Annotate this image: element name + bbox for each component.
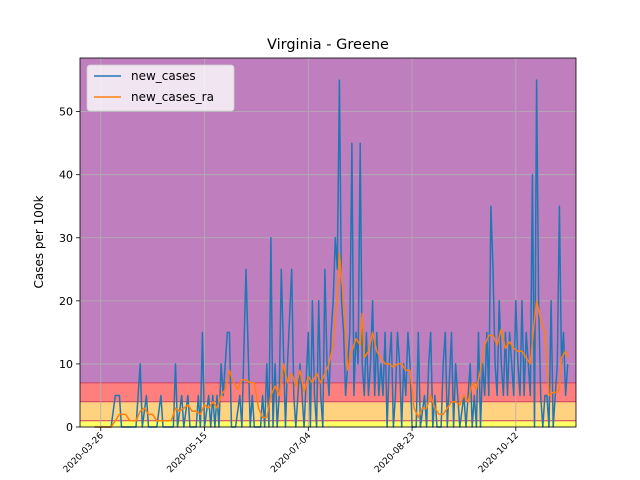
legend: new_cases new_cases_ra (86, 64, 235, 112)
series-line-new_cases (94, 79, 569, 428)
legend-label-new_cases: new_cases (131, 69, 196, 83)
chart-title: Virginia - Greene (267, 37, 389, 53)
x-tick-label: 2020-03-26 (62, 431, 106, 475)
risk-band-0 (80, 420, 576, 427)
y-tick-label: 20 (59, 295, 73, 308)
y-tick-label: 50 (59, 106, 73, 119)
y-axis: 0 10 20 30 40 50 (59, 106, 80, 434)
legend-label-new_cases_ra: new_cases_ra (131, 90, 214, 104)
y-tick-label: 10 (59, 358, 73, 371)
y-tick-label: 40 (59, 169, 73, 182)
x-tick-label: 2020-05-15 (166, 431, 210, 475)
y-tick-label: 30 (59, 232, 73, 245)
risk-band-3 (80, 58, 576, 383)
x-tick-label: 2020-08-23 (373, 431, 417, 475)
series-lines (94, 79, 569, 428)
risk-bands (80, 58, 576, 427)
y-tick-label: 0 (66, 421, 73, 434)
plot-frame (79, 57, 577, 428)
x-axis: 2020-03-26 2020-05-15 2020-07-04 2020-08-23… (62, 427, 521, 475)
y-axis-label: Cases per 100k (32, 195, 46, 288)
x-tick-label: 2020-10-12 (477, 431, 521, 475)
series-line-new_cases_ra (94, 252, 569, 428)
legend-box (86, 64, 235, 112)
x-tick-label: 2020-07-04 (269, 431, 313, 475)
